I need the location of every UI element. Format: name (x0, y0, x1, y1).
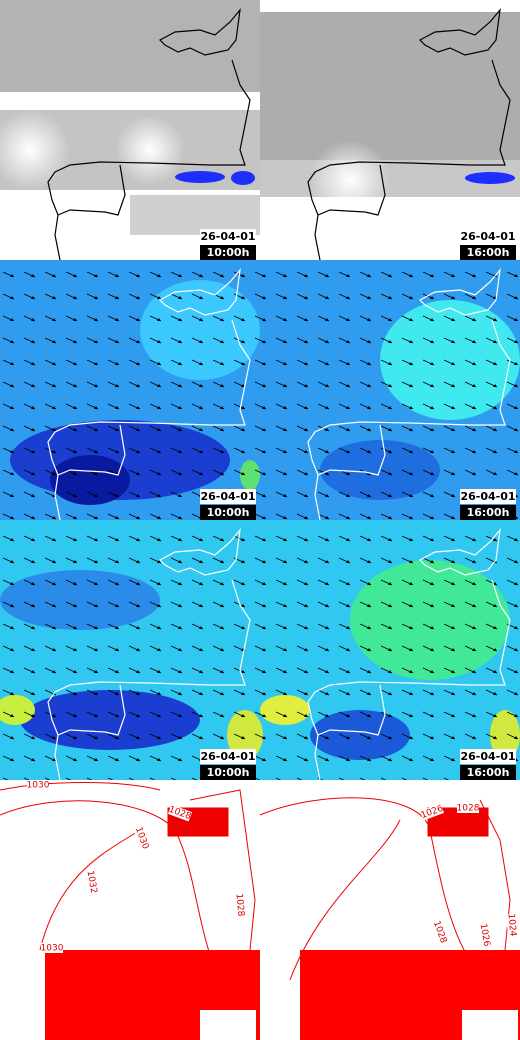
isobar-label: 1024 (506, 913, 518, 937)
isobar-label-bg (27, 780, 49, 790)
date-label: 26-04-01 (460, 490, 515, 503)
time-label: 16:00h (467, 766, 510, 779)
date-label: 26-04-01 (200, 230, 255, 243)
isobar-label: 1028 (457, 804, 480, 814)
date-label: 26-04-01 (200, 750, 255, 763)
isobar-label: 1028 (234, 893, 246, 917)
isobar-label-bg (167, 804, 193, 822)
time-box (200, 505, 256, 520)
date-box (460, 489, 516, 504)
date-box (200, 229, 256, 244)
date-box (200, 749, 256, 764)
date-box (200, 489, 256, 504)
time-box (200, 765, 256, 780)
isobar-label-bg (506, 913, 518, 937)
time-box (460, 765, 516, 780)
isobar-label-bg (431, 919, 449, 945)
pressure-row (0, 782, 520, 1040)
date-label: 26-04-01 (200, 490, 255, 503)
isobar-label-bg (85, 870, 99, 894)
isobar-label: 1032 (85, 870, 99, 894)
isobar-label-bg (41, 943, 63, 953)
isobar-label: 1030 (27, 781, 50, 791)
isobar-label-bg (478, 923, 492, 947)
time-box (460, 505, 516, 520)
isobar-label-bg (419, 803, 445, 821)
isobar-label: 1030 (133, 826, 150, 851)
time-label: 10:00h (207, 246, 250, 259)
time-box (460, 245, 516, 260)
time-label: 16:00h (467, 246, 510, 259)
isobar-label: 1028 (431, 920, 448, 945)
date-box (460, 229, 516, 244)
time-label: 10:00h (207, 506, 250, 519)
time-label: 16:00h (467, 506, 510, 519)
isobar-label-bg (457, 803, 479, 813)
wind-row-2 (0, 520, 520, 780)
cloud-row (0, 0, 520, 260)
date-box (460, 749, 516, 764)
time-box (200, 245, 256, 260)
time-label: 10:00h (207, 766, 250, 779)
date-label: 26-04-01 (460, 750, 515, 763)
isobar-label: 1030 (41, 944, 64, 954)
isobar-label-bg (234, 893, 246, 917)
date-label: 26-04-01 (460, 230, 515, 243)
wind-row-1 (0, 260, 520, 520)
isobar-label-bg (133, 825, 151, 851)
isobar-label: 1026 (478, 923, 492, 948)
